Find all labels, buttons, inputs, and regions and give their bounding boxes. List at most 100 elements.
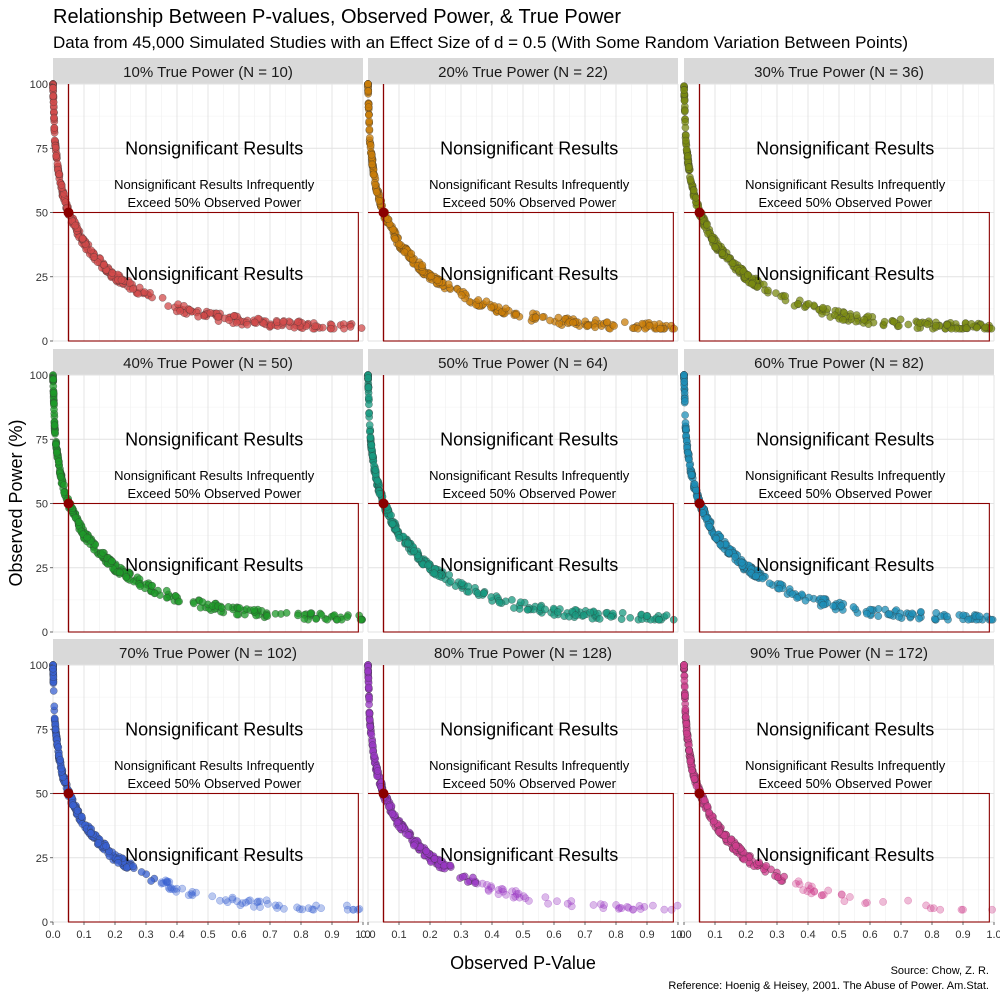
annotation-lower-title: Nonsignificant Results [756,555,934,575]
x-tick-label: 0.3 [138,929,153,941]
data-point [137,868,146,876]
data-point [711,243,719,251]
data-point [740,855,748,864]
scatter-series [49,371,366,624]
data-point [649,901,657,910]
data-point [689,186,698,195]
annotation-upper-title: Nonsignificant Results [440,719,618,739]
annotation-line-2: Exceed 50% Observed Power [758,486,932,501]
data-point [364,667,372,676]
data-point [309,905,318,914]
data-point [384,215,392,223]
annotation-line-2: Exceed 50% Observed Power [442,486,616,501]
data-point [546,316,554,325]
data-point [150,589,159,598]
data-point [147,877,155,885]
scatter-series [680,661,996,914]
data-point [364,683,373,692]
data-point [846,893,854,901]
data-point [700,796,709,805]
data-point [705,522,714,531]
data-point [681,713,690,721]
data-point [395,534,404,543]
x-tick-label: 0.2 [738,929,753,941]
x-tick-label: 0.6 [231,929,246,941]
data-point [656,324,665,333]
data-point [943,321,951,329]
data-point [904,896,912,905]
facet-strip-label: 70% True Power (N = 102) [119,645,297,662]
x-tick-label: 0.6 [862,929,877,941]
y-tick-label: 100 [30,370,48,382]
data-point [52,448,61,457]
facet-strip [53,58,363,84]
data-point [446,861,455,870]
data-point [495,598,504,607]
data-point [56,755,65,764]
scatter-series [49,661,364,914]
data-point [56,473,65,481]
data-point [162,586,171,595]
data-point [224,603,233,611]
data-point [682,425,690,433]
facet-strip [684,58,994,84]
data-point [57,764,66,773]
data-point [365,409,373,418]
data-point [55,170,64,179]
data-point [915,614,923,623]
annotation-lower-title: Nonsignificant Results [125,264,303,284]
data-point [198,598,207,606]
x-tick-label: 1.0 [355,929,370,941]
annotation-lower-title: Nonsignificant Results [440,264,618,284]
x-tick-label: 0.1 [391,929,406,941]
data-point [74,518,83,526]
data-point [404,831,413,840]
data-point [655,615,663,624]
data-point [680,371,688,379]
facet-panel: 30% True Power (N = 36) Nonsignificant Re… [680,58,996,342]
data-point [748,280,756,288]
threshold-marker [694,207,705,218]
data-point [819,303,827,312]
data-point [502,304,510,313]
data-point [620,318,629,327]
data-point [49,375,58,384]
data-point [567,897,576,905]
data-point [235,604,244,612]
data-point [162,593,171,602]
facet-strip [368,58,678,84]
data-point [158,293,167,302]
data-point [388,810,397,818]
data-point [54,743,63,752]
nonsignificant-region-box [698,502,990,633]
data-point [282,609,291,617]
data-point [685,746,693,755]
data-point [279,317,288,326]
data-point [410,841,418,850]
data-point [690,775,699,783]
data-point [367,441,376,450]
data-point [959,611,968,620]
x-tick-label: 1.0 [670,929,685,941]
data-point [385,802,394,811]
data-point [367,730,376,739]
data-point [712,534,721,543]
data-point [393,818,402,827]
data-point [364,87,373,96]
data-point [233,610,241,619]
data-point [343,901,351,910]
data-point [824,886,833,895]
data-point [100,260,108,269]
data-point [804,881,813,890]
data-point [90,253,99,261]
data-point [365,421,374,429]
threshold-marker [694,498,705,509]
x-tick-label: 0.2 [107,929,122,941]
data-point [214,312,222,321]
x-tick-label: 0.5 [831,929,846,941]
nonsignificant-region-box [382,792,674,923]
annotation-line-1: Nonsignificant Results Infrequently [114,177,315,192]
data-point [967,319,976,328]
facet-panel: 50% True Power (N = 64) Nonsignificant Re… [364,349,679,633]
annotation-line-1: Nonsignificant Results Infrequently [114,468,315,483]
